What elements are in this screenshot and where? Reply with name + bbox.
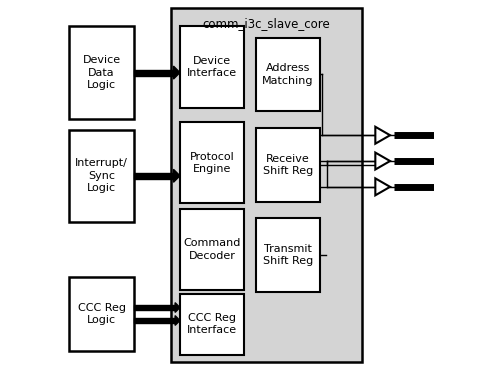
Polygon shape bbox=[175, 316, 180, 325]
FancyBboxPatch shape bbox=[256, 38, 320, 111]
Polygon shape bbox=[376, 152, 390, 169]
Polygon shape bbox=[174, 169, 180, 182]
Text: Protocol
Engine: Protocol Engine bbox=[190, 152, 234, 174]
Text: CCC Reg
Logic: CCC Reg Logic bbox=[78, 303, 126, 325]
FancyBboxPatch shape bbox=[134, 305, 175, 310]
Polygon shape bbox=[175, 303, 180, 312]
Text: Device
Interface: Device Interface bbox=[187, 56, 238, 78]
Text: comm_i3c_slave_core: comm_i3c_slave_core bbox=[202, 17, 330, 30]
Polygon shape bbox=[174, 66, 180, 79]
Text: Receive
Shift Reg: Receive Shift Reg bbox=[262, 154, 313, 176]
Polygon shape bbox=[376, 178, 390, 195]
FancyBboxPatch shape bbox=[256, 218, 320, 292]
FancyBboxPatch shape bbox=[70, 130, 134, 222]
FancyBboxPatch shape bbox=[70, 277, 134, 351]
FancyBboxPatch shape bbox=[70, 27, 134, 119]
FancyBboxPatch shape bbox=[256, 128, 320, 202]
Text: Device
Data
Logic: Device Data Logic bbox=[82, 55, 120, 90]
FancyBboxPatch shape bbox=[134, 70, 173, 75]
FancyBboxPatch shape bbox=[180, 209, 244, 290]
FancyBboxPatch shape bbox=[180, 122, 244, 204]
FancyBboxPatch shape bbox=[134, 318, 175, 323]
FancyBboxPatch shape bbox=[170, 8, 362, 362]
Text: Address
Matching: Address Matching bbox=[262, 63, 314, 85]
Text: Command
Decoder: Command Decoder bbox=[184, 238, 241, 261]
Text: Transmit
Shift Reg: Transmit Shift Reg bbox=[262, 244, 313, 266]
Text: CCC Reg
Interface: CCC Reg Interface bbox=[187, 313, 238, 335]
Polygon shape bbox=[376, 127, 390, 144]
FancyBboxPatch shape bbox=[134, 173, 173, 179]
FancyBboxPatch shape bbox=[180, 27, 244, 108]
FancyBboxPatch shape bbox=[180, 294, 244, 354]
Text: Interrupt/
Sync
Logic: Interrupt/ Sync Logic bbox=[75, 158, 128, 193]
